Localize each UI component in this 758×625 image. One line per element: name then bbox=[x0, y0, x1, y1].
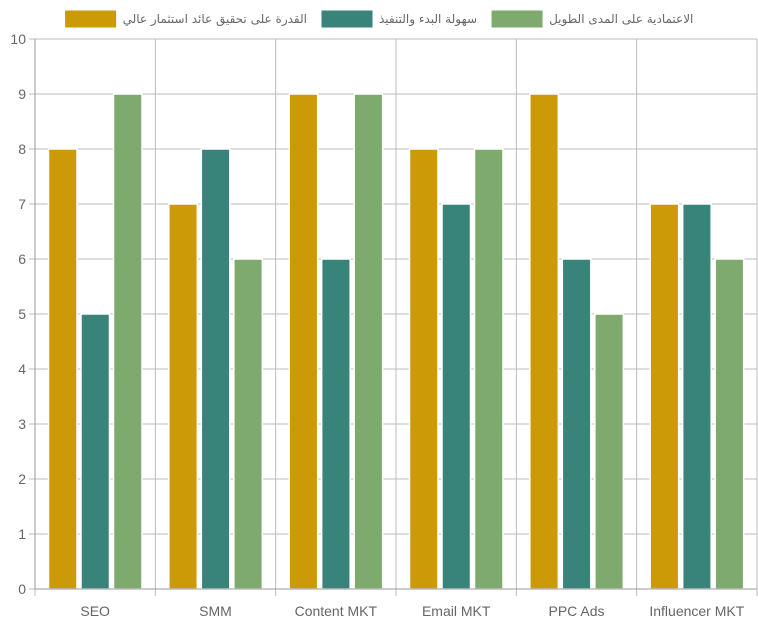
grid bbox=[34, 38, 758, 596]
bar bbox=[649, 203, 680, 590]
bar bbox=[529, 93, 560, 590]
bar bbox=[473, 148, 504, 590]
bar bbox=[288, 93, 319, 590]
y-tick-label: 9 bbox=[18, 86, 26, 102]
x-tick-label: SEO bbox=[80, 603, 110, 619]
legend: القدرة على تحقيق عائد استثمار عالي سهولة … bbox=[64, 9, 693, 29]
legend-label: سهولة البدء والتنفيذ bbox=[379, 12, 477, 27]
bar bbox=[561, 258, 592, 590]
bar bbox=[47, 148, 78, 590]
y-tick-label: 6 bbox=[18, 251, 26, 267]
bar bbox=[200, 148, 231, 590]
bar bbox=[353, 93, 384, 590]
x-tick-label: SMM bbox=[199, 603, 232, 619]
bar bbox=[681, 203, 712, 590]
bar bbox=[408, 148, 439, 590]
bar bbox=[441, 203, 472, 590]
legend-label: القدرة على تحقيق عائد استثمار عالي bbox=[123, 12, 307, 27]
legend-swatch bbox=[64, 9, 118, 29]
y-tick-label: 1 bbox=[18, 526, 26, 542]
bar bbox=[112, 93, 143, 590]
y-tick-label: 3 bbox=[18, 416, 26, 432]
bar bbox=[594, 313, 625, 590]
y-tick-label: 2 bbox=[18, 471, 26, 487]
legend-swatch bbox=[320, 9, 374, 29]
axes: 0 1 2 3 4 5 6 7 8 9 10 SEO SMM Content MKT Email MKT PP… bbox=[10, 31, 757, 619]
bar bbox=[233, 258, 264, 590]
x-tick-label: PPC Ads bbox=[548, 603, 604, 619]
y-tick-label: 8 bbox=[18, 141, 26, 157]
y-tick-label: 10 bbox=[10, 31, 26, 47]
bars bbox=[47, 93, 745, 590]
y-tick-label: 0 bbox=[18, 581, 26, 597]
y-tick-label: 5 bbox=[18, 306, 26, 322]
bar bbox=[80, 313, 111, 590]
bar bbox=[320, 258, 351, 590]
legend-label: الاعتمادية على المدى الطويل bbox=[549, 12, 693, 27]
legend-swatch bbox=[490, 9, 544, 29]
x-tick-label: Influencer MKT bbox=[649, 603, 744, 619]
y-tick-label: 7 bbox=[18, 196, 26, 212]
y-tick-label: 4 bbox=[18, 361, 26, 377]
x-tick-label: Email MKT bbox=[422, 603, 491, 619]
bar bbox=[714, 258, 745, 590]
bar bbox=[168, 203, 199, 590]
x-tick-label: Content MKT bbox=[295, 603, 378, 619]
